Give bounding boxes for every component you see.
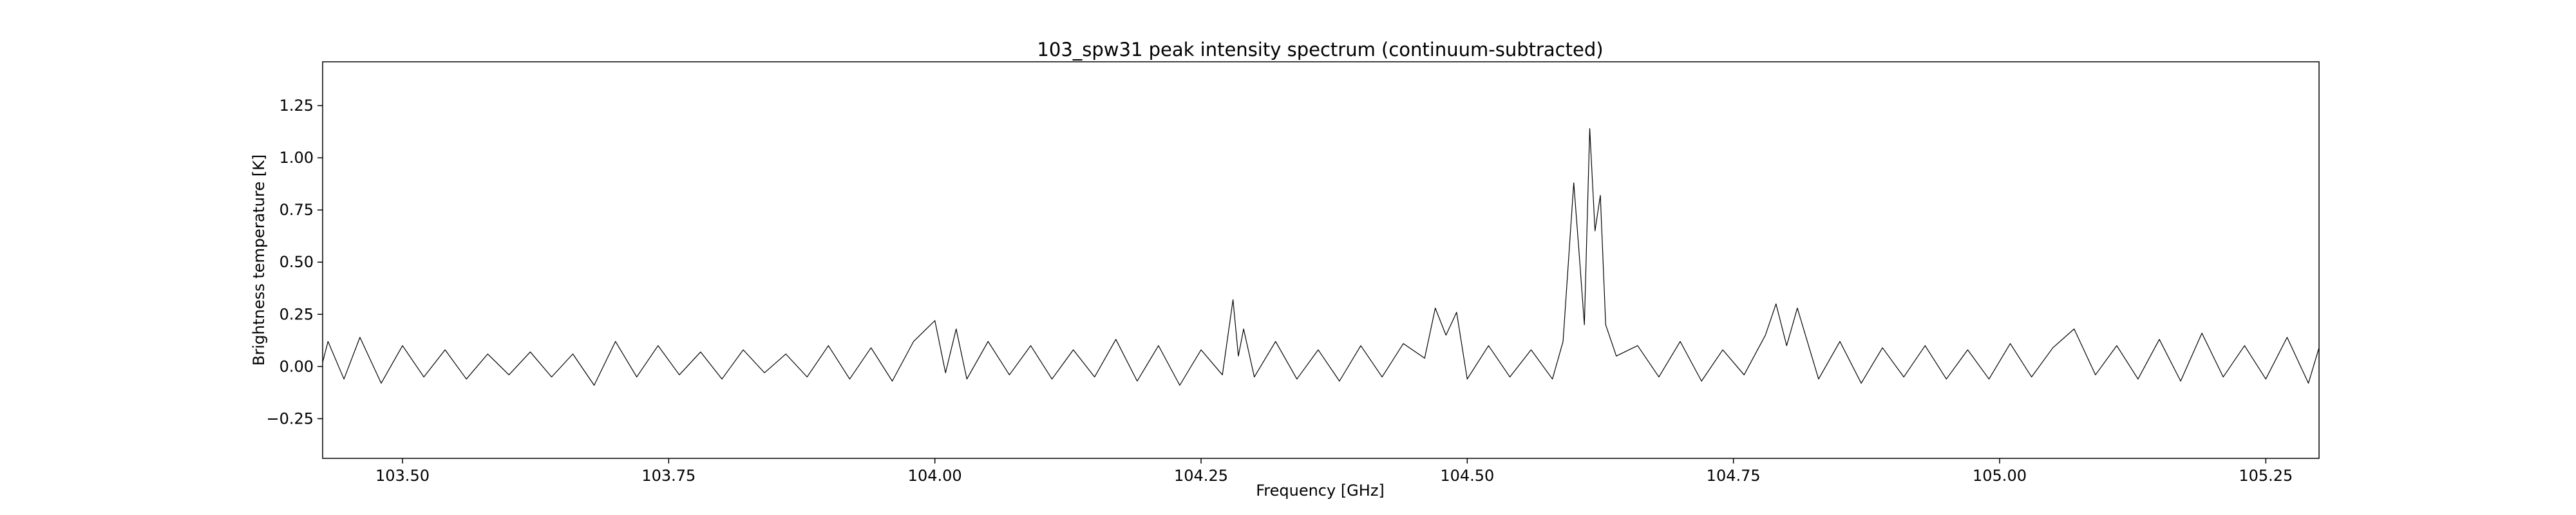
x-tick-label: 105.25: [2239, 467, 2293, 485]
x-tick-label: 104.75: [1707, 467, 1761, 485]
x-tick-label: 103.75: [641, 467, 696, 485]
y-axis-label: Brightness temperature [K]: [250, 154, 268, 366]
plot-area: [322, 61, 2320, 459]
y-axis-ticks: −0.25 0.00 0.25 0.50 0.75 1.00 1.25: [266, 97, 323, 427]
plot-frame: [322, 61, 2320, 459]
y-tick-label: 0.25: [279, 305, 314, 323]
x-axis-ticks: 103.50 103.75 104.00 104.25 104.50 104.75 105.…: [375, 458, 2293, 485]
y-tick-label: 0.50: [279, 253, 314, 271]
x-axis-label: Frequency [GHz]: [1256, 482, 1385, 500]
y-tick-label: 1.00: [279, 149, 314, 167]
x-tick-label: 105.00: [1973, 467, 2027, 485]
y-tick-label: 0.75: [279, 201, 314, 219]
x-tick-label: 104.00: [908, 467, 962, 485]
chart-title: 103_spw31 peak intensity spectrum (conti…: [1037, 39, 1603, 61]
y-tick-label: 0.00: [279, 357, 314, 375]
x-tick-label: 104.50: [1440, 467, 1494, 485]
x-tick-label: 104.25: [1174, 467, 1228, 485]
y-tick-label: −0.25: [266, 409, 314, 427]
y-tick-label: 1.25: [279, 97, 314, 115]
spectrum-line: [322, 128, 2320, 386]
x-tick-label: 103.50: [375, 467, 430, 485]
